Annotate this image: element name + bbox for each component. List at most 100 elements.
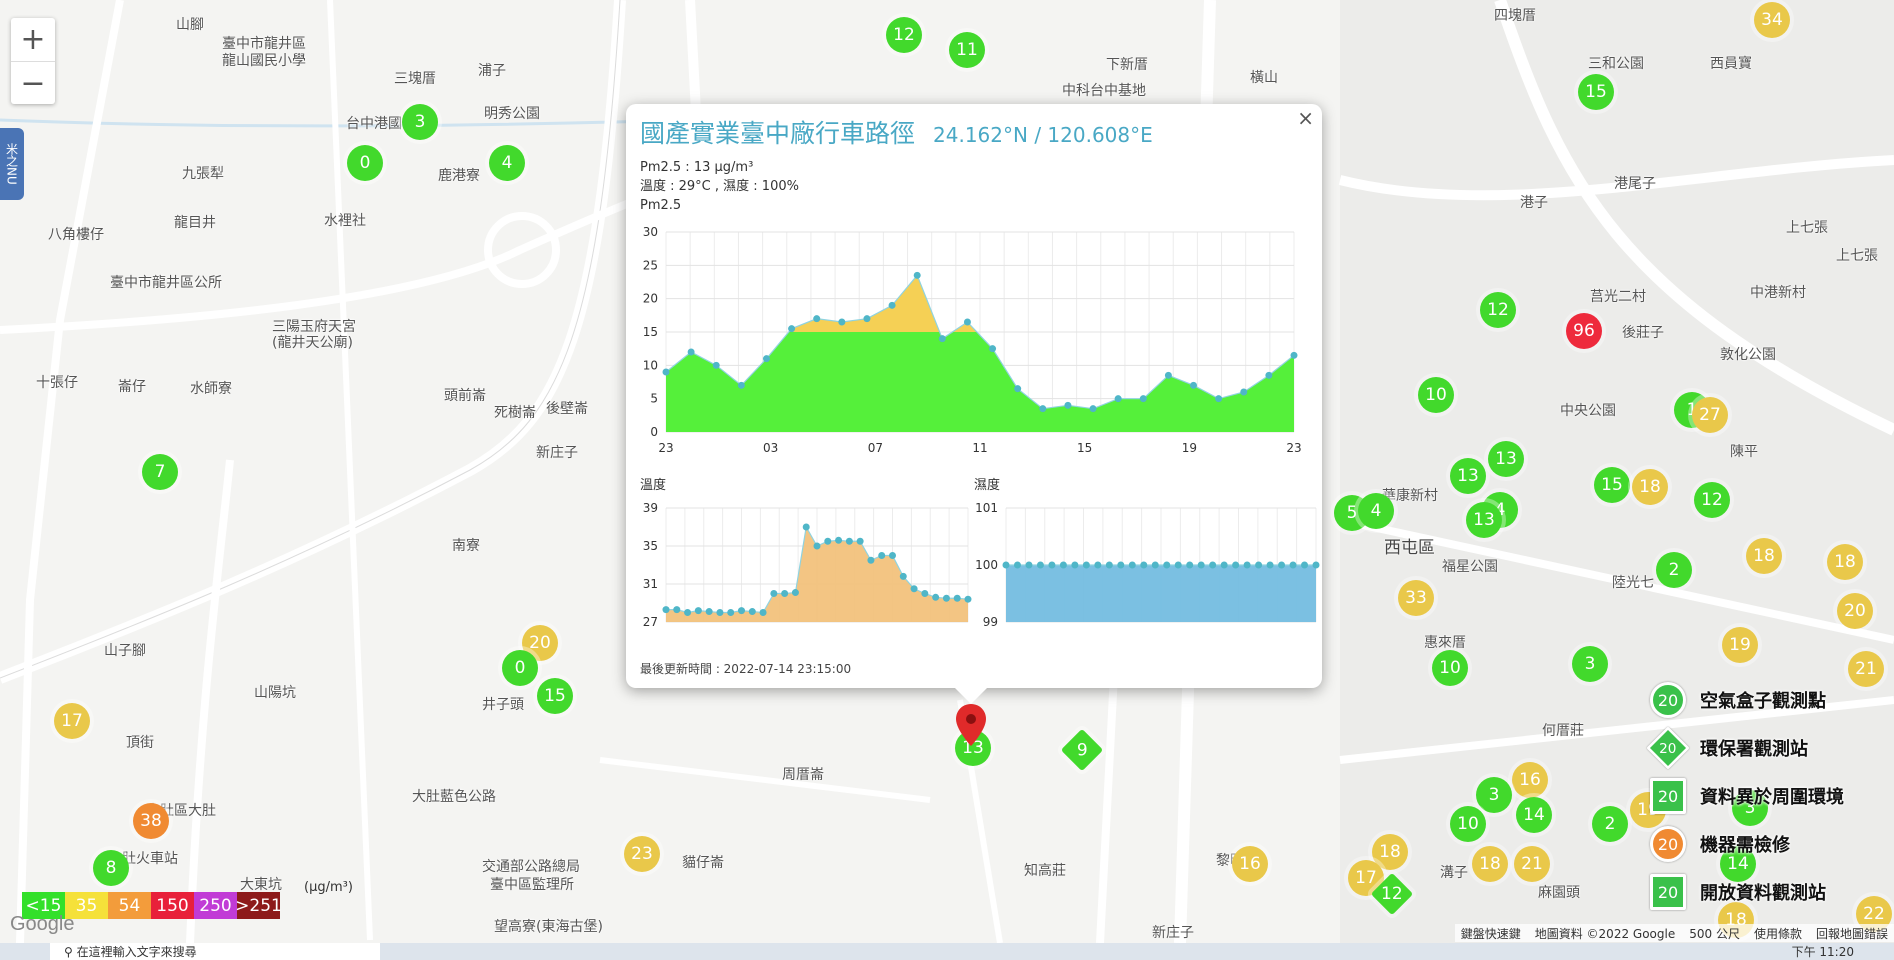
terms-link[interactable]: 使用條款 bbox=[1753, 926, 1802, 941]
sensor-marker[interactable]: 18 bbox=[1472, 846, 1508, 882]
sensor-marker[interactable]: 3 bbox=[1732, 790, 1768, 826]
sensor-marker[interactable]: 19 bbox=[1722, 627, 1758, 663]
sensor-marker[interactable]: 10 bbox=[1432, 650, 1468, 686]
sensor-marker[interactable]: 20 bbox=[522, 625, 558, 661]
map-attribution: 鍵盤快速鍵 地圖資料 ©2022 Google 500 公尺 使用條款 回報地圖… bbox=[1454, 924, 1894, 942]
place-label: 臺中市龍井區 bbox=[222, 36, 306, 52]
sensor-marker[interactable]: 20 bbox=[1837, 593, 1873, 629]
station-legend-label: 機器需檢修 bbox=[1700, 835, 1790, 856]
x-tick-label: 07 bbox=[868, 441, 883, 455]
sensor-marker[interactable]: 13 bbox=[1488, 441, 1524, 477]
y-tick-label: 31 bbox=[643, 577, 658, 591]
place-label: 八角樓仔 bbox=[48, 227, 104, 243]
data-point bbox=[1174, 561, 1182, 569]
sensor-marker[interactable]: 27 bbox=[1692, 397, 1728, 433]
sensor-marker[interactable]: 34 bbox=[1754, 2, 1790, 38]
sensor-marker[interactable]: 0 bbox=[502, 650, 538, 686]
data-point bbox=[762, 355, 770, 363]
station-legend-item: 20 機器需檢修 bbox=[1650, 820, 1844, 868]
place-label: 南寮 bbox=[452, 538, 480, 554]
data-point bbox=[694, 607, 702, 615]
station-legend-count: 20 bbox=[1657, 786, 1679, 806]
report-error-link[interactable]: 回報地圖錯誤 bbox=[1815, 926, 1888, 941]
data-point bbox=[1163, 561, 1171, 569]
sensor-marker[interactable]: 15 bbox=[1578, 74, 1614, 110]
sensor-marker[interactable]: 3 bbox=[1572, 646, 1608, 682]
data-point bbox=[662, 606, 670, 614]
sensor-marker[interactable]: 14 bbox=[1516, 797, 1552, 833]
data-point bbox=[1014, 385, 1022, 393]
taskbar-search[interactable]: ⚲ 在這裡輸入文字來搜尋 bbox=[50, 943, 380, 960]
sensor-marker[interactable]: 4 bbox=[489, 145, 525, 181]
data-point bbox=[989, 345, 997, 353]
sensor-marker[interactable]: 33 bbox=[1398, 580, 1434, 616]
data-point bbox=[1255, 561, 1263, 569]
sensor-marker[interactable]: 15 bbox=[1594, 467, 1630, 503]
place-label: 陳平 bbox=[1730, 444, 1758, 460]
sensor-marker[interactable]: 14 bbox=[1720, 846, 1756, 882]
data-point bbox=[788, 325, 796, 333]
series-area-highlight bbox=[788, 275, 977, 332]
sensor-marker[interactable]: 10 bbox=[1450, 806, 1486, 842]
sensor-marker[interactable]: 15 bbox=[537, 678, 573, 714]
temperature-chart: 27 31 35 39 bbox=[643, 501, 972, 629]
sensor-marker[interactable]: 13 bbox=[1450, 458, 1486, 494]
sensor-marker[interactable]: 12 bbox=[1694, 482, 1730, 518]
sensor-marker[interactable]: 10 bbox=[1418, 377, 1454, 413]
sensor-marker[interactable]: 11 bbox=[949, 32, 985, 68]
temp-chart-label: 溫度 bbox=[640, 478, 667, 493]
sensor-marker[interactable]: 4 bbox=[1358, 493, 1394, 529]
sensor-marker[interactable]: 21 bbox=[1848, 651, 1884, 687]
sensor-marker[interactable]: 13 bbox=[1466, 502, 1502, 538]
sensor-marker[interactable]: 2 bbox=[1592, 806, 1628, 842]
data-point bbox=[770, 590, 778, 597]
legend-swatch: >251 bbox=[235, 892, 282, 919]
sensor-marker[interactable]: 3 bbox=[402, 104, 438, 140]
close-icon[interactable]: × bbox=[1297, 106, 1314, 130]
sensor-marker[interactable]: 96 bbox=[1566, 313, 1602, 349]
place-label: 三陽玉府天宮 bbox=[272, 319, 356, 335]
sensor-marker[interactable]: 0 bbox=[347, 145, 383, 181]
sensor-marker[interactable]: 12 bbox=[886, 17, 922, 53]
place-label: 山子腳 bbox=[104, 643, 146, 659]
place-label: 何厝莊 bbox=[1542, 723, 1584, 739]
data-point bbox=[1071, 561, 1079, 569]
place-label: 九張犁 bbox=[182, 166, 224, 182]
place-label: 大東坑 bbox=[240, 877, 282, 893]
sensor-marker[interactable]: 7 bbox=[142, 454, 178, 490]
data-point bbox=[687, 348, 695, 356]
sensor-marker[interactable]: 23 bbox=[624, 836, 660, 872]
data-point bbox=[913, 271, 921, 279]
sensor-marker[interactable]: 18 bbox=[1827, 544, 1863, 580]
place-label: 龍山國民小學 bbox=[222, 53, 306, 69]
sensor-marker[interactable]: 2 bbox=[1656, 552, 1692, 588]
legend-swatch: 35 bbox=[65, 892, 108, 919]
place-label: 麻園頭 bbox=[1538, 885, 1580, 901]
sensor-marker[interactable]: 21 bbox=[1514, 846, 1550, 882]
sensor-marker[interactable]: 16 bbox=[1512, 762, 1548, 798]
sensor-marker[interactable]: 18 bbox=[1632, 469, 1668, 505]
data-point bbox=[1265, 371, 1273, 379]
sensor-marker[interactable]: 13 bbox=[955, 730, 991, 766]
sensor-marker[interactable]: 38 bbox=[133, 803, 169, 839]
data-point bbox=[910, 585, 918, 593]
x-tick-label: 19 bbox=[1182, 441, 1197, 455]
sensor-marker[interactable]: 18 bbox=[1746, 538, 1782, 574]
side-panel-tab[interactable]: 米之NU bbox=[0, 128, 24, 200]
humidity-chart-label: 濕度 bbox=[974, 478, 1001, 493]
zoom-in-button[interactable]: + bbox=[11, 18, 55, 62]
data-point bbox=[1164, 371, 1172, 379]
sensor-marker[interactable]: 12 bbox=[1480, 292, 1516, 328]
zoom-out-button[interactable]: − bbox=[20, 66, 46, 101]
epa-station-value: 9 bbox=[1076, 739, 1088, 760]
data-point bbox=[1240, 388, 1248, 396]
sensor-marker[interactable]: 8 bbox=[93, 850, 129, 886]
station-coordinates: 24.162°N / 120.608°E bbox=[933, 123, 1153, 147]
x-tick-label: 15 bbox=[1077, 441, 1092, 455]
sensor-marker[interactable]: 3 bbox=[1476, 777, 1512, 813]
sensor-marker[interactable]: 17 bbox=[54, 703, 90, 739]
sensor-marker[interactable]: 16 bbox=[1232, 846, 1268, 882]
data-point bbox=[1036, 561, 1044, 569]
data-point bbox=[1266, 561, 1274, 569]
keyboard-shortcuts-link[interactable]: 鍵盤快速鍵 bbox=[1460, 926, 1521, 941]
